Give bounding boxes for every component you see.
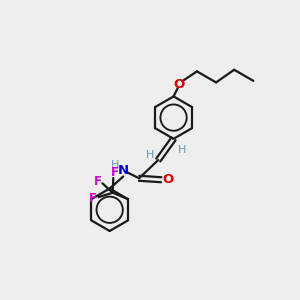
Text: F: F: [111, 166, 119, 179]
Text: F: F: [94, 175, 102, 188]
Text: H: H: [178, 145, 186, 155]
Text: F: F: [89, 192, 97, 205]
Text: O: O: [162, 173, 173, 186]
Text: N: N: [118, 164, 129, 176]
Text: O: O: [173, 77, 184, 91]
Text: H: H: [111, 160, 120, 170]
Text: H: H: [146, 150, 154, 160]
